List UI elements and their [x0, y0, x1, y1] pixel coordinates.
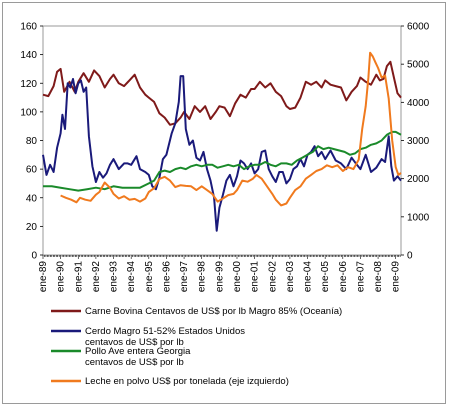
y-right-tick-label: 5000	[407, 60, 430, 71]
y-left-tick-label: 0	[31, 251, 37, 262]
y-axis-left: 0 20 40 60 80 100 120 140 160	[20, 22, 43, 262]
legend-label: Carne Bovina Centavos de US$ por lb Magr…	[85, 306, 342, 317]
series-line-carne-bovina	[42, 60, 402, 126]
x-tick-label: ene-92	[91, 261, 102, 293]
series-line-leche-polvo	[60, 51, 402, 207]
x-tick-label: ene-05	[320, 261, 331, 293]
x-tick-label: ene-89	[38, 261, 49, 293]
plot-area	[42, 25, 402, 256]
y-right-tick-label: 1000	[407, 212, 430, 223]
legend-label: Pollo Ave entera Georgia	[85, 346, 191, 357]
x-tick-label: ene-09	[391, 261, 402, 293]
chart-frame: 0 20 40 60 80 100 120 140 160 0 1000 2000 3000 4000 5…	[2, 2, 446, 404]
x-axis: ene-89 ene-90 ene-91 ene-92 ene-93 ene-94 ene-…	[38, 255, 402, 292]
x-tick-label: ene-94	[126, 261, 137, 293]
y-right-tick-label: 2000	[407, 174, 430, 185]
x-tick-label: ene-91	[73, 261, 84, 293]
y-left-tick-label: 140	[20, 50, 37, 61]
x-tick-label: ene-95	[144, 261, 155, 293]
y-left-tick-label: 120	[20, 79, 37, 90]
x-tick-label: ene-06	[338, 261, 349, 293]
legend: Carne Bovina Centavos de US$ por lb Magr…	[51, 306, 342, 387]
y-right-tick-label: 0	[407, 251, 413, 262]
x-tick-label: ene-00	[232, 261, 243, 293]
x-tick-label: ene-97	[179, 261, 190, 293]
y-left-tick-label: 160	[20, 22, 37, 33]
x-tick-label: ene-04	[303, 261, 314, 293]
series-line-cerdo-magro	[42, 75, 402, 232]
y-right-tick-label: 3000	[407, 136, 430, 147]
x-tick-label: ene-03	[285, 261, 296, 293]
y-axis-right: 0 1000 2000 3000 4000 5000 6000	[401, 22, 430, 262]
y-left-tick-label: 100	[20, 107, 37, 118]
y-right-tick-label: 4000	[407, 98, 430, 109]
legend-label: Cerdo Magro 51-52% Estados Unidos	[85, 326, 245, 337]
x-tick-label: ene-08	[373, 261, 384, 293]
y-right-tick-label: 6000	[407, 22, 430, 33]
x-tick-label: ene-96	[161, 261, 172, 293]
legend-sublabel: centavos de US$ por lb	[85, 337, 184, 348]
legend-sublabel: centavos de US$ por lb	[85, 357, 184, 368]
y-left-tick-label: 20	[26, 222, 38, 233]
x-tick-label: ene-01	[250, 261, 261, 293]
line-chart: 0 20 40 60 80 100 120 140 160 0 1000 2000 3000 4000 5…	[20, 22, 430, 388]
y-left-tick-label: 80	[26, 136, 38, 147]
x-tick-label: ene-99	[214, 261, 225, 293]
x-tick-label: ene-07	[355, 261, 366, 293]
x-tick-label: ene-02	[267, 261, 278, 293]
x-tick-label: ene-98	[197, 261, 208, 293]
legend-label: Leche en polvo US$ por tonelada (eje izq…	[85, 376, 289, 387]
x-tick-label: ene-93	[109, 261, 120, 293]
series-line-pollo-ave	[43, 130, 402, 192]
x-tick-label: ene-90	[56, 261, 67, 293]
y-left-tick-label: 40	[26, 193, 38, 204]
y-left-tick-label: 60	[26, 165, 38, 176]
series-layer	[42, 51, 402, 232]
